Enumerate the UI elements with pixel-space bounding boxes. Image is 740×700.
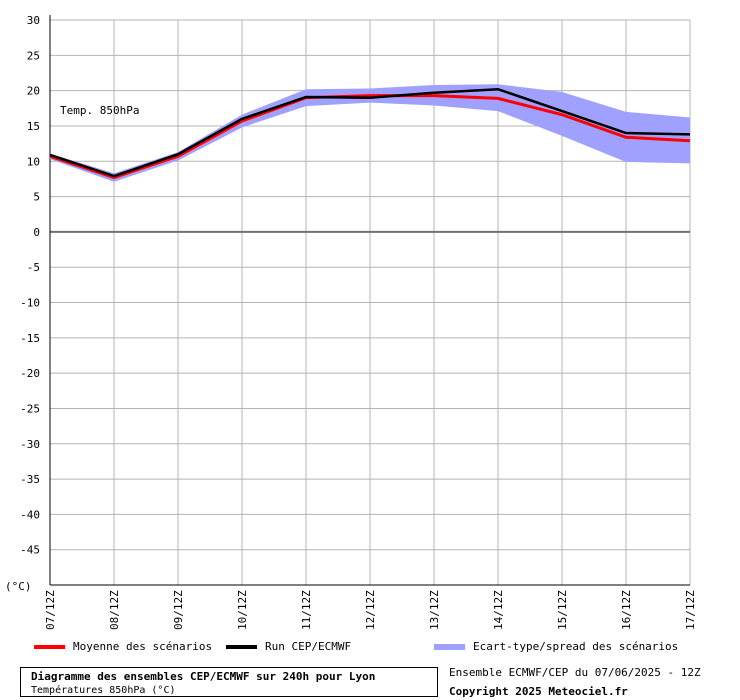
- x-tick-label: 16/12Z: [620, 590, 633, 630]
- x-tick-label: 13/12Z: [428, 590, 441, 630]
- y-tick-label: -5: [27, 261, 40, 274]
- footer-box: Diagramme des ensembles CEP/ECMWF sur 24…: [20, 667, 438, 697]
- y-axis-ticks: 30 25 20 15 10 5 0 -5 -10 -15 -20 -25 -30 -35 -40 -45: [20, 14, 40, 557]
- y-tick-label: 20: [27, 85, 40, 98]
- run-info: Ensemble ECMWF/CEP du 07/06/2025 - 12Z: [449, 666, 701, 679]
- legend-swatch-spread: [434, 643, 465, 650]
- x-tick-label: 12/12Z: [364, 590, 377, 630]
- legend-item-run: Run CEP/ECMWF: [226, 640, 351, 653]
- footer-title: Diagramme des ensembles CEP/ECMWF sur 24…: [31, 670, 376, 683]
- y-tick-label: -20: [20, 367, 40, 380]
- chart-annotation: Temp. 850hPa: [60, 104, 139, 117]
- y-tick-label: -30: [20, 438, 40, 451]
- x-tick-label: 15/12Z: [556, 590, 569, 630]
- series-line-mean: [49, 94, 691, 180]
- legend-swatch-mean: [34, 644, 65, 649]
- legend-label-spread: Ecart-type/spread des scénarios: [473, 640, 679, 653]
- x-tick-label: 07/12Z: [44, 590, 57, 630]
- spread-band: [50, 84, 690, 182]
- y-tick-label: 25: [27, 49, 40, 62]
- y-tick-label: -10: [20, 297, 40, 310]
- x-tick-label: 17/12Z: [684, 590, 697, 630]
- series-line-run: [49, 87, 691, 178]
- copyright: Copyright 2025 Meteociel.fr: [449, 685, 628, 698]
- x-tick-label: 10/12Z: [236, 590, 249, 630]
- legend-label-run: Run CEP/ECMWF: [265, 640, 352, 653]
- footer-subtitle: Températures 850hPa (°C): [31, 685, 176, 696]
- y-tick-label: 5: [33, 191, 40, 204]
- x-tick-label: 08/12Z: [108, 590, 121, 630]
- legend-label-mean: Moyenne des scénarios: [73, 640, 213, 653]
- y-tick-label: 15: [27, 120, 40, 133]
- legend-item-spread: Ecart-type/spread des scénarios: [434, 640, 678, 653]
- y-tick-label: 30: [27, 14, 40, 27]
- chart-canvas: 30 25 20 15 10 5 0 -5 -10 -15 -20 -25 -30 -35 -40 -45 0…: [5, 14, 697, 630]
- legend-swatch-run: [226, 644, 257, 649]
- y-tick-label: -15: [20, 332, 40, 345]
- y-tick-label: 0: [33, 226, 40, 239]
- y-tick-label: -45: [20, 544, 40, 557]
- x-tick-label: 09/12Z: [172, 590, 185, 630]
- y-tick-label: -40: [20, 508, 40, 521]
- x-axis-ticks: 07/12Z 08/12Z 09/12Z 10/12Z 11/12Z 12/12Z 13/1…: [44, 590, 697, 630]
- legend-item-mean: Moyenne des scénarios: [34, 640, 212, 653]
- x-tick-label: 11/12Z: [300, 590, 313, 630]
- x-tick-label: 14/12Z: [492, 590, 505, 630]
- y-tick-label: 10: [27, 155, 40, 168]
- y-tick-label: -35: [20, 473, 40, 486]
- y-axis-unit-label: (°C): [5, 580, 32, 593]
- y-tick-label: -25: [20, 402, 40, 415]
